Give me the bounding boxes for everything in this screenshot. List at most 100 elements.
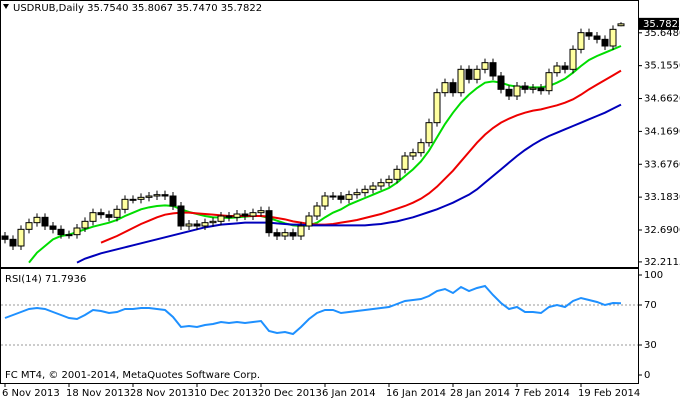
candle-body (457, 68, 465, 94)
x-tick-label: 20 Dec 2013 (258, 388, 322, 399)
price-label-box (639, 17, 679, 30)
candle-body (257, 210, 265, 214)
candle-body (473, 68, 481, 80)
candle-body (529, 87, 537, 90)
candle-body (241, 213, 249, 217)
x-tick-label: 10 Dec 2013 (194, 388, 258, 399)
candle-body (409, 152, 417, 157)
x-tick-label: 7 Feb 2014 (514, 388, 570, 399)
copyright: FC MT4, © 2001-2014, MetaQuotes Software… (5, 370, 260, 381)
candle-body (33, 216, 41, 224)
candle-body (185, 223, 193, 227)
candle-body (465, 68, 473, 80)
candle-body (321, 195, 329, 207)
candle-body (521, 85, 529, 90)
candle-body (345, 194, 353, 200)
x-tick-label: 16 Jan 2014 (386, 388, 446, 399)
candle-body (113, 208, 121, 218)
candle-body (385, 178, 393, 184)
candle-body (281, 232, 289, 237)
candle-body (369, 185, 377, 190)
candle-body (209, 220, 217, 224)
candle-body (297, 225, 305, 237)
panel-icon (3, 4, 9, 9)
candle-body (441, 82, 449, 94)
candle-body (617, 23, 625, 27)
y-tick-label: 70 (644, 300, 657, 311)
candle-body (289, 232, 297, 237)
candle-body (361, 188, 369, 194)
y-tick-label: 34.1690 (644, 126, 680, 137)
candle-body (425, 122, 433, 144)
candle-body (105, 214, 113, 218)
candle-body (89, 212, 97, 222)
y-tick-label: 33.6760 (644, 159, 680, 170)
candle-body (377, 182, 385, 187)
x-tick-label: 19 Feb 2014 (578, 388, 640, 399)
candle-body (161, 194, 169, 197)
x-tick-label: 6 Jan 2014 (322, 388, 376, 399)
y-tick-label: 32.2115 (644, 257, 680, 268)
x-tick-label: 28 Nov 2013 (130, 388, 194, 399)
candle-body (17, 228, 25, 247)
candle-body (393, 168, 401, 180)
candle-body (561, 65, 569, 70)
x-tick-label: 18 Nov 2013 (66, 388, 130, 399)
price-label: 35.7822 (643, 19, 680, 30)
candle-body (449, 82, 457, 94)
candle-body (73, 227, 81, 236)
candle-body (177, 205, 185, 227)
candle-body (249, 212, 257, 217)
candle-body (25, 222, 33, 230)
candle-body (65, 234, 73, 237)
y-tick-label: 0 (644, 370, 650, 381)
candle-body (273, 232, 281, 237)
candle-body (553, 65, 561, 74)
rsi-title: RSI(14) 71.7936 (5, 274, 86, 285)
candle-body (265, 210, 273, 234)
chart-title: USDRUB,Daily 35.7540 35.8067 35.7470 35.… (13, 3, 262, 14)
candle-body (537, 87, 545, 92)
candle-body (1, 235, 9, 240)
x-tick-label: 28 Jan 2014 (450, 388, 510, 399)
candle-body (481, 62, 489, 70)
candle-body (57, 228, 65, 236)
candle-body (577, 32, 585, 50)
candle-body (137, 196, 145, 200)
candle-body (145, 195, 153, 198)
y-tick-label: 35.6480 (644, 28, 680, 39)
y-tick-label: 30 (644, 340, 657, 351)
candle-body (401, 155, 409, 170)
candle-body (417, 142, 425, 154)
candle-body (121, 198, 129, 210)
y-tick-label: 35.1550 (644, 61, 680, 72)
rsi-panel (0, 268, 639, 384)
y-tick-label: 34.6620 (644, 94, 680, 105)
candle-body (233, 213, 241, 218)
candle-body (585, 32, 593, 37)
main-panel (0, 0, 639, 268)
candle-body (353, 192, 361, 196)
candle-body (593, 35, 601, 40)
moving-average (100, 69, 622, 244)
x-tick-label: 6 Nov 2013 (2, 388, 60, 399)
y-tick-label: 100 (644, 270, 663, 281)
candle-body (337, 195, 345, 200)
y-tick-label: 33.1830 (644, 192, 680, 203)
candle-body (129, 198, 137, 201)
candle-body (169, 195, 177, 207)
candle-body (153, 194, 161, 197)
candle-body (81, 220, 89, 229)
candle-body (97, 212, 105, 216)
candle-body (9, 238, 17, 247)
candle-body (41, 216, 49, 227)
candle-body (49, 225, 57, 230)
candle-body (313, 205, 321, 217)
candle-body (433, 92, 441, 124)
rsi-line (4, 284, 622, 336)
candle-body (505, 88, 513, 97)
y-tick-label: 32.6900 (644, 225, 680, 236)
candle-body (217, 215, 225, 222)
